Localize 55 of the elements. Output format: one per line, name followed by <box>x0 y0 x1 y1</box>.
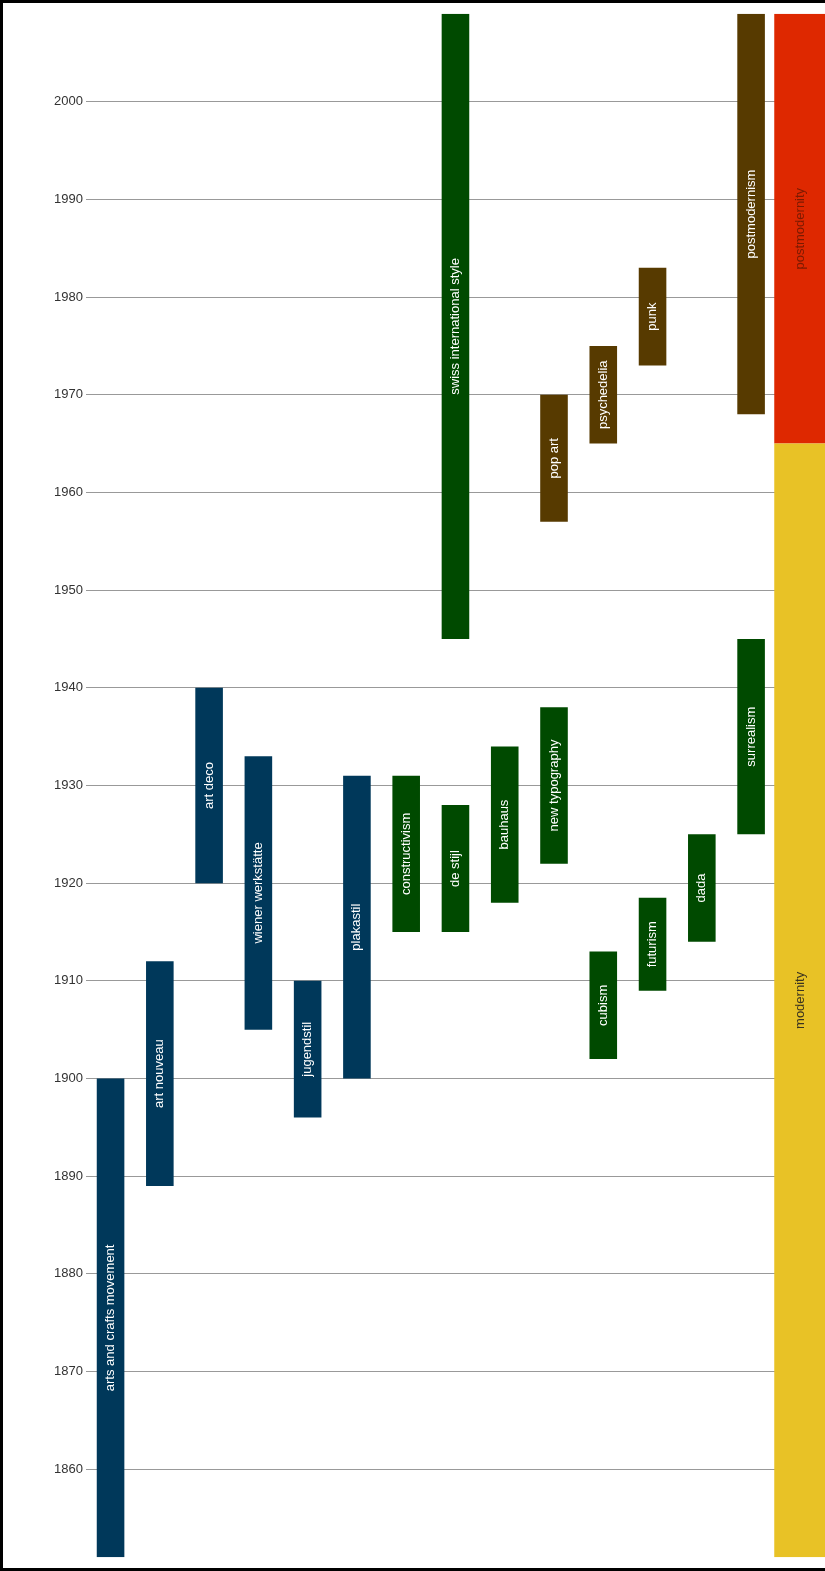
y-tick-label: 1910 <box>54 972 83 988</box>
bar <box>774 13 825 444</box>
data-label: plakastil <box>348 903 364 951</box>
bar <box>688 834 716 942</box>
bar <box>540 394 568 522</box>
bar <box>638 267 667 366</box>
bar <box>195 687 223 884</box>
data-label: punk <box>644 302 660 331</box>
y-tick-label: 1970 <box>54 386 83 402</box>
bar <box>146 961 174 1186</box>
data-label: postmodernism <box>742 169 758 259</box>
y-tick-label: 1870 <box>54 1363 83 1379</box>
y-tick-label: 1950 <box>54 581 83 597</box>
bar <box>490 746 519 903</box>
data-label: cubism <box>594 984 610 1026</box>
bar <box>540 707 568 864</box>
y-tick-label: 2000 <box>54 93 83 109</box>
data-label: wiener werkstätte <box>249 842 265 945</box>
y-tick-label: 1880 <box>54 1265 83 1281</box>
data-label: bauhaus <box>496 799 512 850</box>
bar <box>589 951 618 1060</box>
bar <box>343 775 371 1079</box>
y-tick-label: 1900 <box>54 1070 83 1086</box>
y-tick-label: 1860 <box>54 1460 83 1476</box>
y-tick-label: 1980 <box>54 288 83 304</box>
y-tick-label: 1930 <box>54 777 83 793</box>
data-label: art nouveau <box>151 1039 167 1108</box>
data-label: psychedelia <box>594 359 610 430</box>
y-tick-label: 1960 <box>54 484 83 500</box>
y-tick-label: 1940 <box>54 679 83 695</box>
y-tick-label: 1890 <box>54 1167 83 1183</box>
data-label: postmodernity <box>791 187 807 270</box>
bar <box>737 13 765 415</box>
data-label: pop art <box>545 437 561 479</box>
data-label: jugendstil <box>299 1021 315 1078</box>
data-label: futurism <box>644 921 660 968</box>
data-label: modernity <box>791 971 807 1029</box>
data-label: surrealism <box>742 706 758 767</box>
y-tick-label: 1990 <box>54 190 83 206</box>
bar <box>737 638 765 835</box>
bar <box>96 1078 125 1558</box>
bar <box>774 443 825 1558</box>
bar <box>392 775 420 933</box>
data-label: swiss international style <box>447 258 463 395</box>
data-label: art deco <box>200 762 216 809</box>
data-label: dada <box>693 872 709 903</box>
y-tick-label: 1920 <box>54 874 83 890</box>
data-label: de stijl <box>447 850 463 887</box>
bar <box>244 756 273 1030</box>
bar <box>293 980 322 1118</box>
data-label: arts and crafts movement <box>102 1244 118 1392</box>
bar <box>638 897 667 991</box>
data-label: new typography <box>545 739 561 832</box>
data-label: constructivism <box>397 812 413 896</box>
bar <box>441 805 470 933</box>
